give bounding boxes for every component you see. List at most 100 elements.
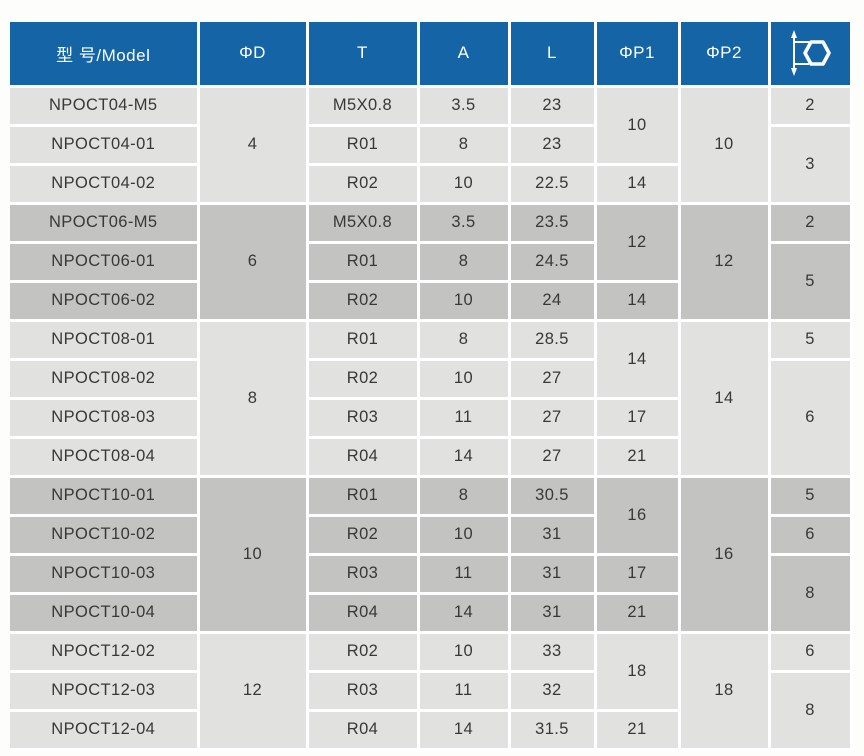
header-thread-t: T — [307, 22, 420, 88]
cell-p2: 18 — [679, 632, 771, 751]
cell-p1: 10 — [595, 86, 681, 166]
cell-d: 10 — [198, 476, 309, 634]
cell-d: 8 — [198, 320, 309, 478]
cell-l: 31 — [509, 593, 597, 634]
cell-l: 27 — [509, 437, 597, 478]
cell-t: R04 — [307, 710, 420, 751]
cell-p2: 10 — [679, 86, 771, 205]
cell-a: 3.5 — [418, 203, 511, 244]
cell-l: 27 — [509, 359, 597, 400]
cell-t: R01 — [307, 320, 420, 361]
cell-a: 10 — [418, 515, 511, 556]
cell-l: 32 — [509, 671, 597, 712]
cell-t: R02 — [307, 164, 420, 205]
header-row: 型 号/Model ΦD T A L ΦP1 ΦP2 — [10, 22, 853, 88]
cell-t: R02 — [307, 632, 420, 673]
cell-t: R01 — [307, 125, 420, 166]
cell-a: 3.5 — [418, 86, 511, 127]
cell-a: 14 — [418, 437, 511, 478]
cell-l: 23 — [509, 86, 597, 127]
cell-hex: 6 — [769, 515, 853, 556]
cell-t: R02 — [307, 281, 420, 322]
cell-model: NPOCT08-01 — [10, 320, 200, 361]
header-p1: ΦP1 — [595, 22, 681, 88]
cell-model: NPOCT04-M5 — [10, 86, 200, 127]
cell-t: R01 — [307, 242, 420, 283]
table-row: NPOCT08-03 R03 11 27 17 — [10, 398, 851, 439]
cell-l: 33 — [509, 632, 597, 673]
model-spec-table: 型 号/Model ΦD T A L ΦP1 ΦP2 — [10, 22, 853, 751]
cell-t: R03 — [307, 554, 420, 595]
cell-p2: 12 — [679, 203, 771, 322]
cell-t: R04 — [307, 437, 420, 478]
cell-a: 8 — [418, 320, 511, 361]
cell-p1: 14 — [595, 320, 681, 400]
cell-p1: 21 — [595, 593, 681, 634]
cell-l: 27 — [509, 398, 597, 439]
cell-p2: 14 — [679, 320, 771, 478]
table-row: NPOCT12-04 R04 14 31.5 21 — [10, 710, 851, 751]
hex-across-flats-icon — [791, 30, 831, 77]
spec-table-body: NPOCT04-M5 4 M5X0.8 3.5 23 10 10 2 NPOCT04-01 R01… — [10, 86, 853, 751]
table-row: NPOCT10-02 R02 10 31 6 — [10, 515, 853, 556]
cell-p1: 14 — [595, 164, 681, 205]
cell-l: 31 — [509, 515, 597, 556]
cell-hex: 6 — [769, 359, 853, 478]
table-row: NPOCT06-02 R02 10 24 14 — [10, 281, 851, 322]
cell-l: 28.5 — [509, 320, 597, 361]
cell-d: 4 — [198, 86, 309, 205]
header-hex-width — [769, 22, 853, 88]
cell-a: 11 — [418, 398, 511, 439]
table-row: NPOCT10-04 R04 14 31 21 — [10, 593, 851, 634]
cell-a: 10 — [418, 632, 511, 673]
cell-model: NPOCT04-02 — [10, 164, 200, 205]
cell-hex: 5 — [769, 242, 853, 322]
table-row: NPOCT08-02 R02 10 27 6 — [10, 359, 853, 478]
table-row: NPOCT10-01 10 R01 8 30.5 16 16 5 — [10, 476, 853, 634]
cell-p1: 14 — [595, 281, 681, 322]
cell-model: NPOCT04-01 — [10, 125, 200, 166]
cell-model: NPOCT06-02 — [10, 281, 200, 322]
cell-model: NPOCT06-M5 — [10, 203, 200, 244]
cell-p1: 17 — [595, 554, 681, 595]
cell-model: NPOCT10-04 — [10, 593, 200, 634]
cell-model: NPOCT08-02 — [10, 359, 200, 400]
cell-hex: 6 — [769, 632, 853, 673]
cell-a: 8 — [418, 125, 511, 166]
cell-p1: 16 — [595, 476, 681, 556]
cell-p1: 21 — [595, 710, 681, 751]
cell-t: R03 — [307, 671, 420, 712]
cell-model: NPOCT06-01 — [10, 242, 200, 283]
cell-l: 30.5 — [509, 476, 597, 517]
cell-model: NPOCT12-03 — [10, 671, 200, 712]
cell-t: R02 — [307, 359, 420, 400]
header-p2: ΦP2 — [679, 22, 771, 88]
cell-a: 8 — [418, 242, 511, 283]
cell-a: 8 — [418, 476, 511, 517]
cell-hex: 5 — [769, 320, 853, 361]
cell-t: R02 — [307, 515, 420, 556]
cell-l: 24.5 — [509, 242, 597, 283]
cell-t: R04 — [307, 593, 420, 634]
table-row: NPOCT06-M5 6 M5X0.8 3.5 23.5 12 12 2 — [10, 203, 853, 322]
header-l: L — [509, 22, 597, 88]
header-model: 型 号/Model — [10, 22, 200, 88]
cell-l: 22.5 — [509, 164, 597, 205]
cell-l: 31 — [509, 554, 597, 595]
header-a: A — [418, 22, 511, 88]
table-row: NPOCT04-01 R01 8 23 3 — [10, 125, 853, 205]
header-diameter-d: ΦD — [198, 22, 309, 88]
cell-d: 12 — [198, 632, 309, 751]
cell-t: R01 — [307, 476, 420, 517]
cell-a: 10 — [418, 281, 511, 322]
cell-a: 14 — [418, 593, 511, 634]
cell-model: NPOCT10-03 — [10, 554, 200, 595]
cell-hex: 2 — [769, 203, 853, 244]
cell-p1: 12 — [595, 203, 681, 283]
cell-model: NPOCT12-04 — [10, 710, 200, 751]
cell-t: M5X0.8 — [307, 203, 420, 244]
table-row: NPOCT10-03 R03 11 31 17 8 — [10, 554, 853, 634]
cell-hex: 3 — [769, 125, 853, 205]
cell-hex: 5 — [769, 476, 853, 517]
table-row: NPOCT08-01 8 R01 8 28.5 14 14 5 — [10, 320, 853, 478]
